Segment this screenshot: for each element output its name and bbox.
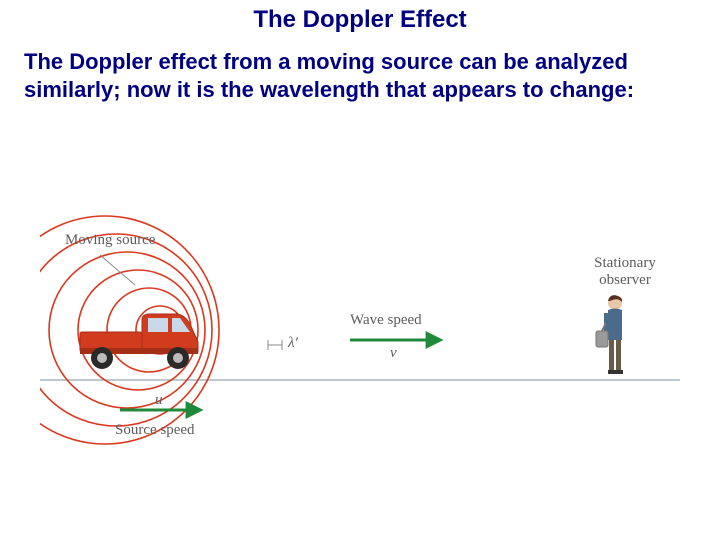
page-title: The Doppler Effect: [0, 0, 720, 34]
label-moving-source: Moving source: [65, 232, 155, 249]
label-wave-speed: Wave speed: [350, 312, 422, 329]
body-text: The Doppler effect from a moving source …: [24, 49, 634, 102]
doppler-figure: Moving source Wave speed Stationary obse…: [40, 200, 680, 460]
label-v: v: [390, 345, 397, 362]
body-paragraph: The Doppler effect from a moving source …: [0, 34, 720, 103]
title-text: The Doppler Effect: [253, 6, 466, 33]
label-source-speed: Source speed: [115, 422, 195, 439]
label-stationary-observer: Stationary observer: [580, 255, 670, 289]
label-u: u: [155, 392, 163, 409]
label-lambda-prime: λ′: [288, 335, 298, 352]
